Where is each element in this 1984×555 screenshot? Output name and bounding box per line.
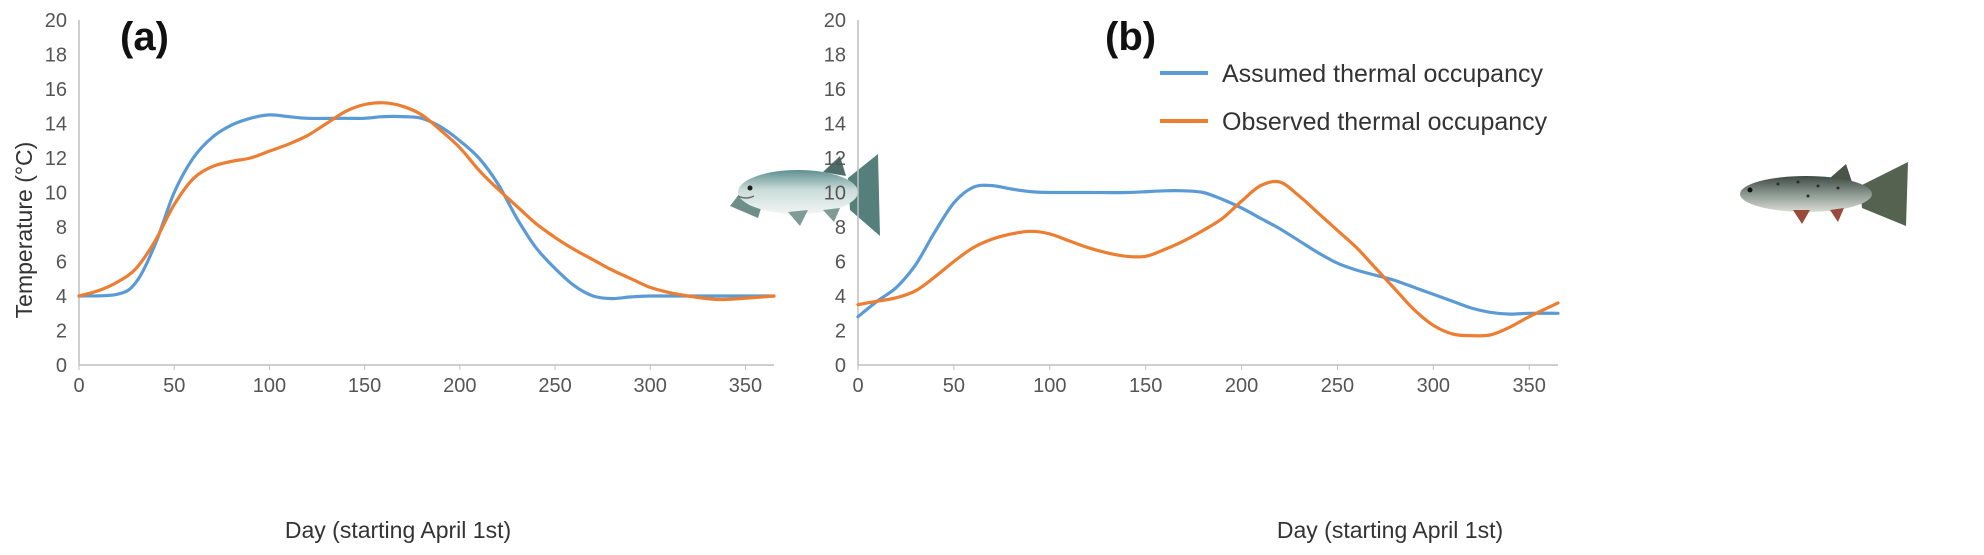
x-tick-label: 0 [73, 375, 84, 397]
y-tick-label: 20 [45, 10, 67, 32]
x-tick-label: 300 [1417, 375, 1450, 397]
panel-a-xlabel: Day (starting April 1st) [285, 517, 511, 543]
x-tick-label: 200 [1225, 375, 1258, 397]
x-tick-label: 350 [1513, 375, 1546, 397]
y-tick-label: 8 [835, 217, 846, 239]
y-tick-label: 16 [824, 79, 846, 101]
x-tick-label: 150 [1129, 375, 1162, 397]
y-tick-label: 18 [824, 45, 846, 67]
panel-a-ticks: 0 50 100 150 200 250 300 350 0 2 4 6 8 10 12 14 16 18 20 [45, 10, 762, 397]
salmon-icon [730, 154, 880, 236]
y-tick-label: 8 [56, 217, 67, 239]
panel-b-axes [857, 20, 1558, 366]
y-tick-label: 2 [56, 321, 67, 343]
y-tick-label: 12 [45, 148, 67, 170]
y-tick-label: 2 [835, 321, 846, 343]
y-tick-label: 6 [56, 252, 67, 274]
y-tick-label: 12 [824, 148, 846, 170]
panel-b-xlabel: Day (starting April 1st) [1277, 517, 1503, 543]
y-tick-label: 10 [45, 183, 67, 205]
x-tick-label: 300 [634, 375, 667, 397]
x-tick-label: 50 [943, 375, 965, 397]
y-tick-label: 10 [824, 183, 846, 205]
series-line-assumed [856, 183, 1560, 319]
panel-a-lines [77, 101, 776, 302]
panel-a-ylabel: Temperature (°C) [11, 142, 37, 319]
y-tick-label: 20 [824, 10, 846, 32]
legend-item-observed: Observed thermal occupancy [1222, 108, 1548, 136]
x-tick-label: 100 [253, 375, 286, 397]
y-tick-label: 0 [56, 355, 67, 377]
panel-b: 0 50 100 150 200 250 300 350 0 2 4 6 8 10 12 14 16 18 20 (… [824, 10, 1908, 543]
series-line-observed [856, 179, 1560, 338]
panel-b-lines [856, 179, 1560, 338]
y-tick-label: 14 [45, 114, 67, 136]
x-tick-label: 250 [538, 375, 571, 397]
y-tick-label: 4 [835, 286, 846, 308]
y-tick-label: 16 [45, 79, 67, 101]
panel-a-label: (a) [120, 15, 169, 59]
x-tick-label: 250 [1321, 375, 1354, 397]
x-tick-label: 350 [729, 375, 762, 397]
y-tick-label: 4 [56, 286, 67, 308]
legend: Assumed thermal occupancy Observed therm… [1160, 60, 1548, 136]
panel-a-axes [78, 20, 774, 366]
y-tick-label: 6 [835, 252, 846, 274]
x-tick-label: 50 [163, 375, 185, 397]
trout-icon [1740, 162, 1908, 226]
x-tick-label: 200 [443, 375, 476, 397]
y-tick-label: 14 [824, 114, 846, 136]
series-line-observed [77, 101, 776, 302]
x-tick-label: 0 [852, 375, 863, 397]
legend-item-assumed: Assumed thermal occupancy [1222, 60, 1543, 88]
x-tick-label: 100 [1033, 375, 1066, 397]
panel-b-ticks: 0 50 100 150 200 250 300 350 0 2 4 6 8 10 12 14 16 18 20 [824, 10, 1546, 397]
x-tick-label: 150 [348, 375, 381, 397]
y-tick-label: 18 [45, 45, 67, 67]
y-tick-label: 0 [835, 355, 846, 377]
panel-b-label: (b) [1105, 15, 1156, 59]
series-line-assumed [77, 113, 776, 301]
